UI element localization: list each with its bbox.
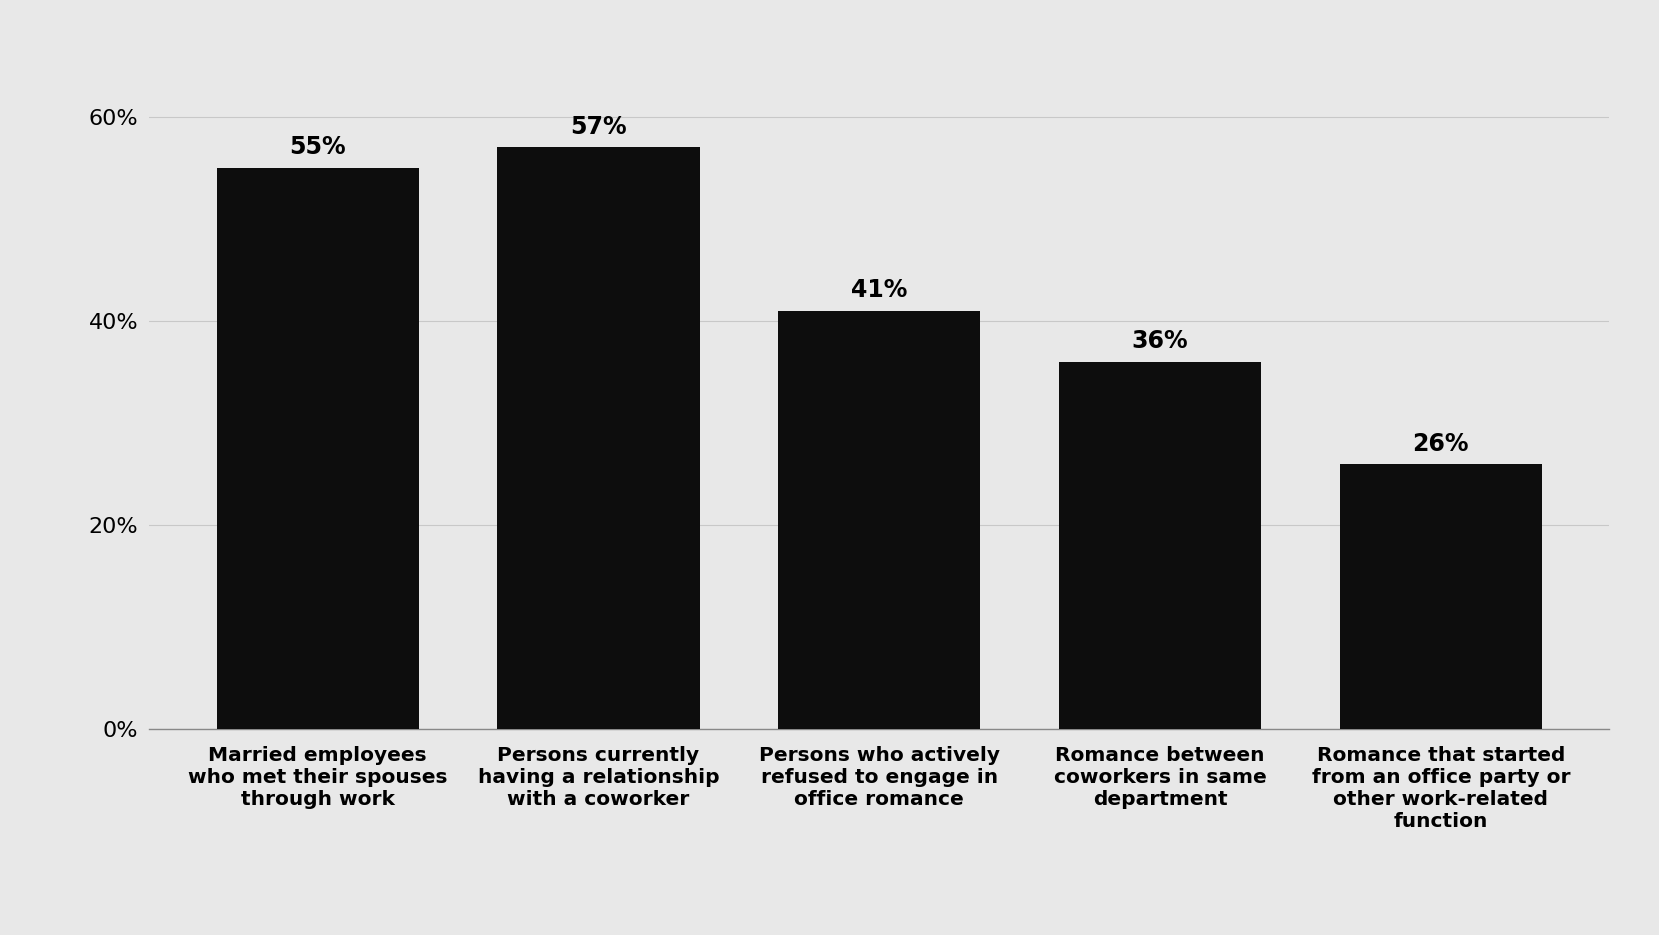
Bar	[778, 310, 980, 729]
Bar	[217, 167, 418, 729]
Bar	[498, 147, 700, 729]
Text: 57%: 57%	[571, 115, 627, 139]
Bar	[1058, 362, 1261, 729]
Text: 36%: 36%	[1131, 329, 1188, 353]
Bar	[1340, 464, 1541, 729]
Text: 41%: 41%	[851, 279, 907, 302]
Text: 26%: 26%	[1412, 432, 1468, 455]
Text: 55%: 55%	[289, 136, 347, 159]
